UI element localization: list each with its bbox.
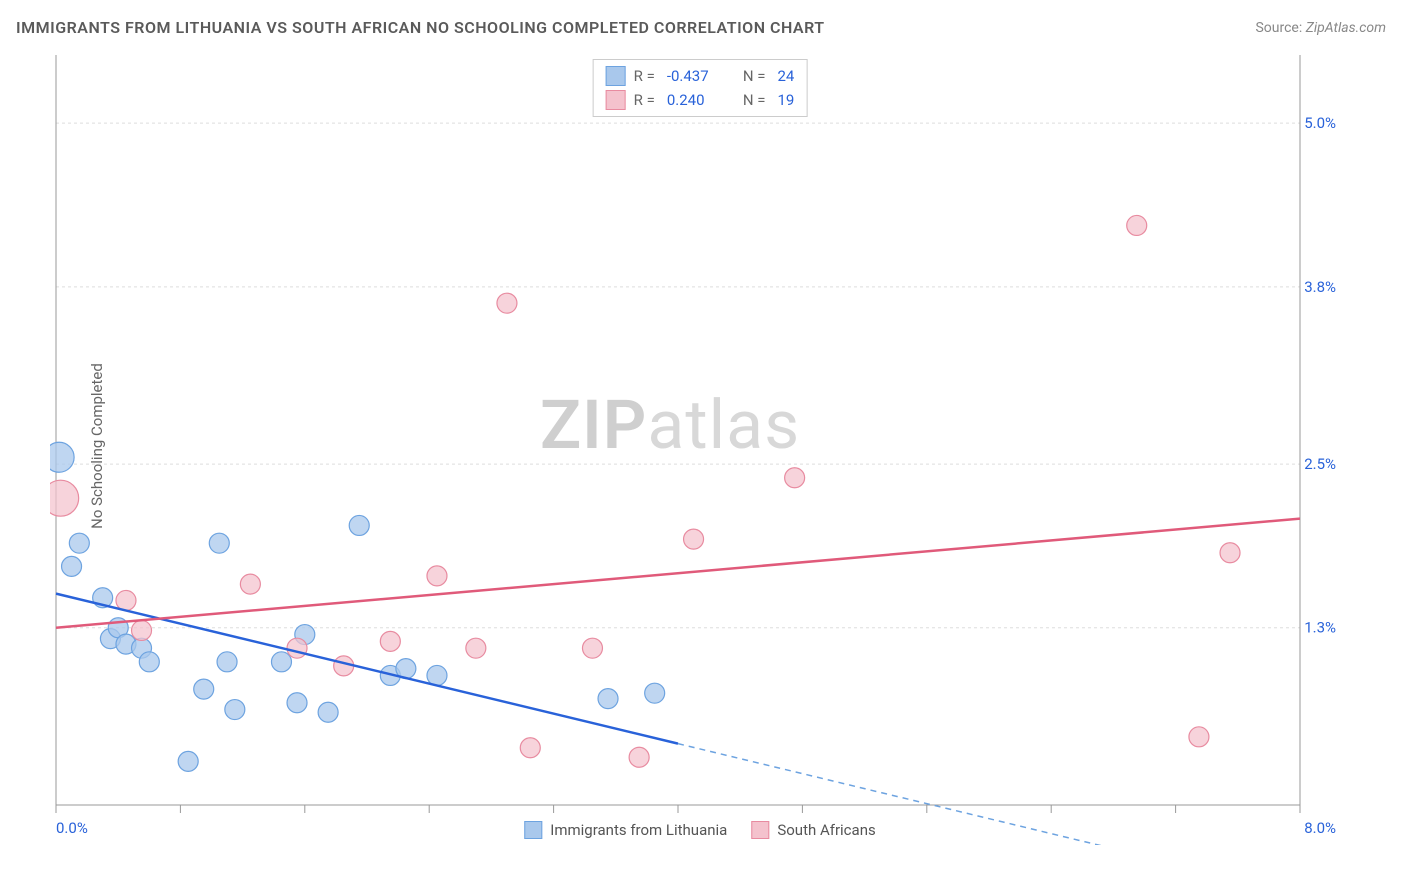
data-point: [1127, 215, 1147, 235]
legend-r-label: R =: [634, 64, 655, 88]
data-point: [466, 638, 486, 658]
data-point: [380, 631, 400, 651]
correlation-legend-row: R = 0.240 N = 19: [606, 88, 795, 112]
data-point: [427, 665, 447, 685]
data-point: [217, 652, 237, 672]
legend-n-value: 24: [777, 64, 794, 88]
chart-plot-area: 1.3%2.5%3.8%5.0%0.0%8.0% ZIPatlas R =-0.…: [50, 55, 1350, 845]
legend-swatch: [751, 821, 769, 839]
data-point: [427, 566, 447, 586]
x-axis-max-label: 8.0%: [1304, 819, 1336, 837]
data-point: [785, 468, 805, 488]
data-point: [132, 620, 152, 640]
y-gridline-label: 5.0%: [1304, 114, 1336, 132]
legend-r-label: R =: [634, 88, 655, 112]
data-point: [271, 652, 291, 672]
trendline: [56, 519, 1300, 628]
data-point: [50, 442, 74, 472]
legend-swatch: [606, 90, 626, 110]
data-point: [598, 689, 618, 709]
data-point: [287, 693, 307, 713]
data-point: [194, 679, 214, 699]
source-label: Source:: [1255, 20, 1302, 36]
y-gridline-label: 3.8%: [1304, 278, 1336, 296]
legend-series-name: South Africans: [777, 821, 875, 839]
data-point: [349, 515, 369, 535]
data-point: [139, 652, 159, 672]
data-point: [318, 702, 338, 722]
legend-swatch: [606, 66, 626, 86]
y-gridline-label: 2.5%: [1304, 455, 1336, 473]
legend-item: Immigrants from Lithuania: [524, 821, 727, 839]
data-point: [1220, 543, 1240, 563]
data-point: [520, 738, 540, 758]
series-legend: Immigrants from Lithuania South Africans: [524, 821, 875, 839]
data-point: [1189, 727, 1209, 747]
data-point: [684, 529, 704, 549]
legend-series-name: Immigrants from Lithuania: [550, 821, 727, 839]
data-point: [225, 700, 245, 720]
data-point: [209, 533, 229, 553]
legend-r-value: 0.240: [667, 88, 727, 112]
chart-title: IMMIGRANTS FROM LITHUANIA VS SOUTH AFRIC…: [16, 18, 825, 37]
legend-r-value: -0.437: [667, 64, 727, 88]
x-axis-min-label: 0.0%: [56, 819, 88, 837]
data-point: [240, 574, 260, 594]
correlation-legend-row: R = -0.437 N = 24: [606, 64, 795, 88]
legend-n-label: N =: [743, 64, 766, 88]
data-point: [69, 533, 89, 553]
legend-item: South Africans: [751, 821, 875, 839]
data-point: [116, 590, 136, 610]
legend-swatch: [524, 821, 542, 839]
chart-svg: 1.3% 2.5% 3.8% 5.0% 0.0% 8.0%: [50, 55, 1350, 845]
legend-n-value: 19: [777, 88, 794, 112]
source-attribution: Source: ZipAtlas.com: [1255, 20, 1386, 36]
y-gridline-label: 1.3%: [1304, 619, 1336, 637]
legend-n-label: N =: [743, 88, 766, 112]
correlation-legend: R = -0.437 N = 24 R = 0.240 N = 19: [593, 59, 808, 117]
data-point: [62, 556, 82, 576]
data-point: [582, 638, 602, 658]
source-value: ZipAtlas.com: [1306, 20, 1386, 36]
data-point: [50, 480, 79, 516]
data-point: [178, 751, 198, 771]
data-point: [287, 638, 307, 658]
data-point: [645, 683, 665, 703]
data-point: [629, 747, 649, 767]
data-point: [497, 293, 517, 313]
